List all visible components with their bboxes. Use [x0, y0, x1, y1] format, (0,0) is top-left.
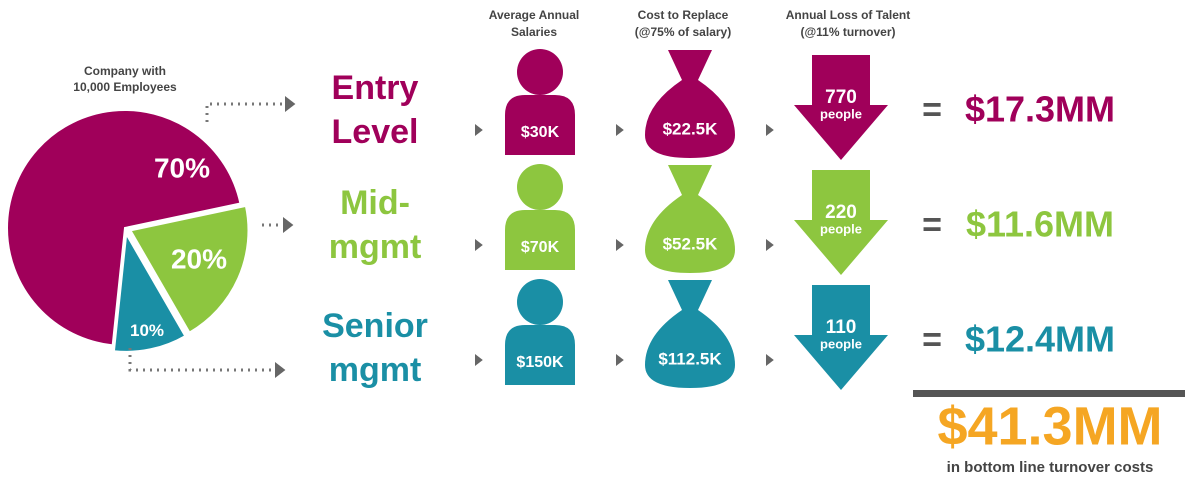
replace-cost: $22.5K [663, 119, 719, 138]
pie-title: 10,000 Employees [73, 80, 177, 94]
row-label: Senior [322, 307, 428, 345]
down-arrow [794, 170, 888, 275]
pie-title: Company with [84, 64, 166, 78]
arrowhead [766, 354, 774, 366]
equals: = [922, 321, 942, 359]
row-label: Level [332, 113, 419, 151]
connector [205, 102, 282, 122]
salary: $30K [521, 124, 560, 141]
replace-cost: $112.5K [658, 349, 722, 368]
slice-label: 20% [171, 243, 227, 274]
row-label: Entry [332, 69, 419, 107]
row-label: mgmt [329, 351, 422, 389]
column-header: (@11% turnover) [800, 25, 895, 39]
bag [645, 165, 735, 273]
pie-slice [128, 204, 250, 334]
total-bar [913, 390, 1185, 397]
pie-slice [6, 109, 242, 347]
row-total: $17.3MM [965, 89, 1115, 130]
equals: = [922, 206, 942, 244]
row-label: Mid- [340, 184, 410, 222]
arrowhead [283, 217, 294, 233]
connector [128, 348, 272, 372]
slice-label: 10% [130, 321, 164, 340]
person-head [517, 279, 563, 325]
salary: $150K [516, 354, 564, 371]
arrowhead [475, 354, 483, 366]
arrowhead [616, 354, 624, 366]
column-header: Cost to Replace [638, 8, 729, 22]
person-head [517, 49, 563, 95]
arrowhead [475, 124, 483, 136]
arrowhead [766, 239, 774, 251]
bag [645, 280, 735, 388]
person-body [505, 95, 575, 155]
down-arrow [794, 55, 888, 160]
arrowhead [766, 124, 774, 136]
person-body [505, 210, 575, 270]
loss-unit: people [820, 336, 862, 351]
loss-unit: people [820, 106, 862, 121]
equals: = [922, 91, 942, 129]
loss-unit: people [820, 221, 862, 236]
bag [645, 50, 735, 158]
salary: $70K [521, 239, 560, 256]
grand-total-caption: in bottom line turnover costs [947, 459, 1154, 476]
column-header: (@75% of salary) [635, 25, 731, 39]
column-header: Salaries [511, 25, 557, 39]
arrowhead [616, 124, 624, 136]
pie-slice [112, 230, 187, 353]
replace-cost: $52.5K [663, 234, 719, 253]
row-total: $12.4MM [965, 319, 1115, 360]
person-body [505, 325, 575, 385]
loss-count: 770 [825, 87, 857, 108]
loss-count: 220 [825, 202, 857, 223]
loss-count: 110 [826, 317, 857, 338]
arrowhead [616, 239, 624, 251]
slice-label: 70% [154, 152, 210, 183]
column-header: Average Annual [489, 8, 579, 22]
grand-total: $41.3MM [937, 396, 1162, 456]
row-total: $11.6MM [966, 204, 1114, 245]
column-header: Annual Loss of Talent [786, 8, 910, 22]
down-arrow [794, 285, 888, 390]
arrowhead [275, 362, 286, 378]
arrowhead [285, 96, 296, 112]
arrowhead [475, 239, 483, 251]
row-label: mgmt [329, 228, 422, 266]
person-head [517, 164, 563, 210]
